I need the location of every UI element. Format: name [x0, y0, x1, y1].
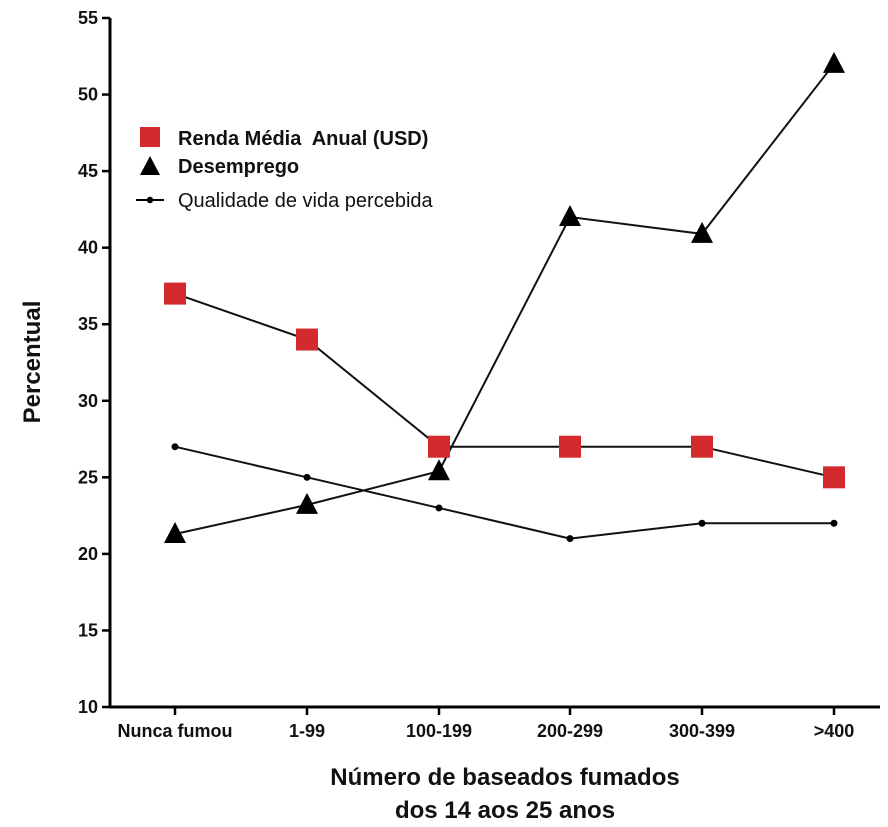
legend-triangle-marker — [140, 156, 160, 175]
y-tick-label: 25 — [78, 467, 98, 487]
dot-point — [698, 519, 706, 527]
y-tick-label: 50 — [78, 85, 98, 105]
series-line-triangle — [174, 63, 835, 535]
legend: Renda Média Anual (USD) Desemprego Quali… — [136, 127, 434, 212]
dot-point — [171, 443, 179, 451]
legend-item-qualidade: Qualidade de vida percebida — [136, 190, 434, 212]
triangle-point — [164, 521, 186, 543]
y-tick-label: 35 — [78, 314, 98, 334]
y-axis-title: Percentual — [19, 301, 46, 424]
dot-point — [303, 473, 311, 481]
legend-square-marker — [140, 127, 160, 147]
x-tick-label: Nunca fumou — [118, 721, 233, 741]
y-tick-label: 55 — [78, 8, 98, 28]
tick-labels: 10 15 20 25 30 35 40 45 50 55 Nunca fumou 1-99 100-1… — [78, 8, 854, 741]
legend-dot-marker — [146, 196, 154, 204]
square-point — [559, 435, 581, 458]
y-tick-label: 20 — [78, 544, 98, 564]
legend-label-qualidade: Qualidade de vida percebida — [178, 190, 434, 212]
series-line-dot — [174, 445, 834, 540]
series-markers — [164, 51, 845, 543]
triangle-point — [428, 459, 450, 481]
square-point — [823, 466, 845, 489]
dot-point — [830, 519, 838, 527]
legend-item-desemprego: Desemprego — [140, 156, 299, 178]
triangle-point — [559, 205, 581, 227]
legend-label-renda: Renda Média Anual (USD) — [178, 128, 428, 150]
triangle-point — [691, 221, 713, 243]
x-axis-title-line-2: dos 14 aos 25 anos — [395, 797, 615, 824]
y-tick-label: 30 — [78, 391, 98, 411]
y-tick-label: 45 — [78, 161, 98, 181]
x-axis-title-line-1: Número de baseados fumados — [330, 764, 679, 791]
legend-label-desemprego: Desemprego — [178, 156, 299, 178]
dot-point — [435, 504, 443, 512]
x-tick-label: >400 — [814, 721, 855, 741]
x-tick-label: 200-299 — [537, 721, 603, 741]
series-line-square — [174, 292, 835, 479]
y-tick-label: 40 — [78, 238, 98, 258]
x-tick-label: 100-199 — [406, 721, 472, 741]
x-tick-label: 1-99 — [289, 721, 325, 741]
series-lines — [174, 63, 835, 540]
square-point — [164, 282, 186, 305]
triangle-point — [296, 492, 318, 514]
triangle-point — [823, 51, 845, 73]
square-point — [691, 435, 713, 458]
y-tick-label: 15 — [78, 620, 98, 640]
axes — [102, 16, 880, 715]
y-tick-label: 10 — [78, 697, 98, 717]
legend-item-renda: Renda Média Anual (USD) — [140, 127, 428, 150]
square-point — [428, 435, 450, 458]
dot-point — [566, 535, 574, 543]
x-tick-label: 300-399 — [669, 721, 735, 741]
square-point — [296, 328, 318, 351]
